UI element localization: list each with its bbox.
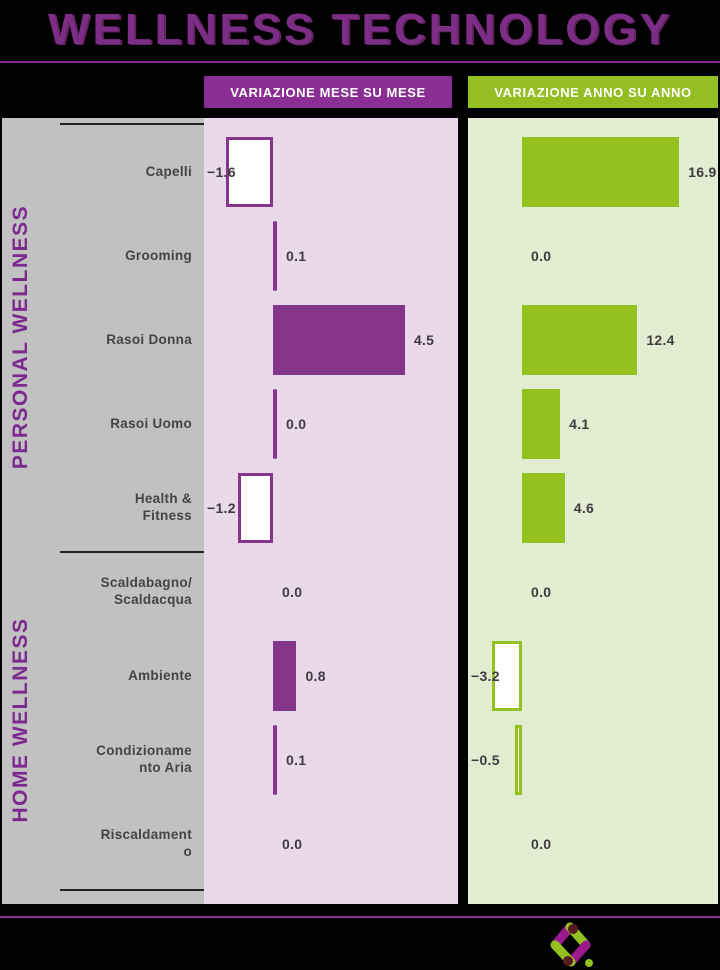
- separator-line: [60, 123, 204, 125]
- separator-line: [60, 551, 204, 553]
- yoy-value-label: 4.1: [569, 416, 590, 432]
- yoy-value-label: 0.0: [531, 584, 552, 600]
- page-title: WELLNESS TECHNOLOGY: [47, 5, 673, 54]
- mom-value-label: 0.8: [305, 668, 326, 684]
- mom-value-label: 4.5: [413, 332, 435, 348]
- mom-value-label: 0.1: [286, 248, 307, 264]
- yoy-bar: [492, 641, 522, 711]
- yoy-bar: [522, 473, 565, 543]
- mom-bar: [273, 725, 277, 795]
- mom-value-label: −1.6: [207, 164, 236, 180]
- yoy-value-label: −0.5: [471, 752, 500, 768]
- column-header-yoy: VARIAZIONE ANNO SU ANNO: [468, 76, 718, 108]
- separator-line: [60, 889, 204, 891]
- mom-bar: [226, 137, 273, 207]
- row-label: Health & Fitness: [134, 491, 192, 523]
- yoy-value-label: 0.0: [531, 248, 552, 264]
- row-label: Capelli: [145, 163, 192, 179]
- yoy-value-label: −3.2: [471, 668, 500, 684]
- mom-value-label: −1.2: [207, 500, 236, 516]
- mom-bar: [237, 473, 273, 543]
- footer-divider: [0, 916, 720, 918]
- yoy-value-label: 16.9: [688, 164, 717, 180]
- yoy-bar: [515, 725, 522, 795]
- mom-bar: [273, 305, 405, 375]
- mom-value-label: 0.0: [286, 416, 307, 432]
- mom-bar: [273, 641, 297, 711]
- mom-bar: [273, 221, 277, 291]
- brand-diamond-logo: [550, 922, 593, 967]
- yoy-panel: 16.9 0.0 12.4 4.1 4.6 0.0 −3.2 −0.5 0.0: [468, 118, 718, 904]
- column-header-mom: VARIAZIONE MESE SU MESE: [204, 76, 452, 108]
- row-label: Grooming: [125, 247, 192, 263]
- mom-value-label: 0.0: [282, 584, 303, 600]
- yoy-bar: [522, 389, 561, 459]
- title-divider: [0, 61, 720, 63]
- yoy-value-label: 12.4: [646, 332, 675, 348]
- mom-panel: −1.6 0.1 4.5 0.0 −1.2 0.0 0.8 0.1 0.0: [204, 118, 458, 904]
- row-label: Rasoi Donna: [106, 331, 192, 347]
- yoy-bar: [522, 305, 638, 375]
- category-sidebar: PERSONAL WELLNESS HOME WELLNESS Capelli G…: [2, 118, 204, 904]
- row-label: Scaldabagno/ Scaldacqua: [100, 575, 192, 607]
- mom-value-label: 0.1: [286, 752, 307, 768]
- yoy-value-label: 0.0: [531, 836, 552, 852]
- yoy-value-label: 4.6: [573, 500, 595, 516]
- row-label: Riscaldament o: [100, 827, 192, 859]
- row-label: Ambiente: [128, 667, 192, 683]
- row-label: Rasoi Uomo: [110, 415, 192, 431]
- mom-value-label: 0.0: [282, 836, 303, 852]
- yoy-bar: [522, 137, 680, 207]
- mom-bar: [273, 389, 277, 459]
- row-label: Condizioname nto Aria: [96, 743, 192, 775]
